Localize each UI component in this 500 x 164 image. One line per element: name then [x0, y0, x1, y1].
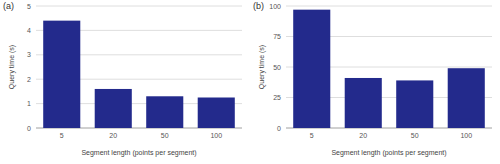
- bar: [396, 80, 433, 128]
- y-tick-label: 5: [27, 3, 31, 10]
- panel: (b) Query time (s) 0 25 50 75 100 5 20 50 100 Segme…: [253, 1, 492, 157]
- y-tick-label: 1: [27, 100, 31, 107]
- x-tick-label: 50: [411, 132, 419, 139]
- y-tick-label: 0: [277, 125, 281, 132]
- y-tick-label: 75: [273, 33, 281, 40]
- y-tick-label: 0: [27, 125, 31, 132]
- x-tick-label: 50: [161, 132, 169, 139]
- panel-title: (a): [3, 1, 14, 11]
- y-tick-label: 100: [269, 3, 281, 10]
- x-tick-label: 100: [210, 132, 222, 139]
- figure: (a)Query time (s)01234552050100Segment l…: [0, 0, 500, 164]
- y-axis-label: Query time (s): [8, 45, 16, 89]
- bar: [146, 96, 183, 128]
- y-tick-label: 25: [273, 94, 281, 101]
- x-tick-label: 20: [359, 132, 367, 139]
- bar: [448, 68, 485, 128]
- bars: [43, 21, 235, 128]
- grid-line: [286, 6, 492, 7]
- y-axis-label: Query time (s): [258, 45, 266, 89]
- x-axis-label: Segment length (points per segment): [81, 149, 196, 157]
- x-tick-label: 5: [60, 132, 64, 139]
- panel-title: (b): [253, 1, 264, 11]
- x-tick-label: 5: [310, 132, 314, 139]
- y-tick-label: 50: [273, 64, 281, 71]
- y-tick-label: 3: [27, 51, 31, 58]
- x-tick-label: 100: [460, 132, 472, 139]
- bar: [198, 98, 235, 129]
- y-tick-label: 4: [27, 27, 31, 34]
- chart-svg: (a)Query time (s)01234552050100Segment l…: [0, 0, 500, 164]
- bars: [293, 10, 485, 128]
- y-tick-label: 2: [27, 76, 31, 83]
- bar: [293, 10, 330, 128]
- grid-line: [36, 6, 242, 7]
- panel: (a) Query time (s) 0 1 2 3 4 5 5 20 50 100 Segment l…: [3, 1, 242, 157]
- x-tick-label: 20: [109, 132, 117, 139]
- x-axis-label: Segment length (points per segment): [331, 149, 446, 157]
- bar: [43, 21, 80, 128]
- bar: [95, 89, 132, 128]
- bar: [345, 78, 382, 128]
